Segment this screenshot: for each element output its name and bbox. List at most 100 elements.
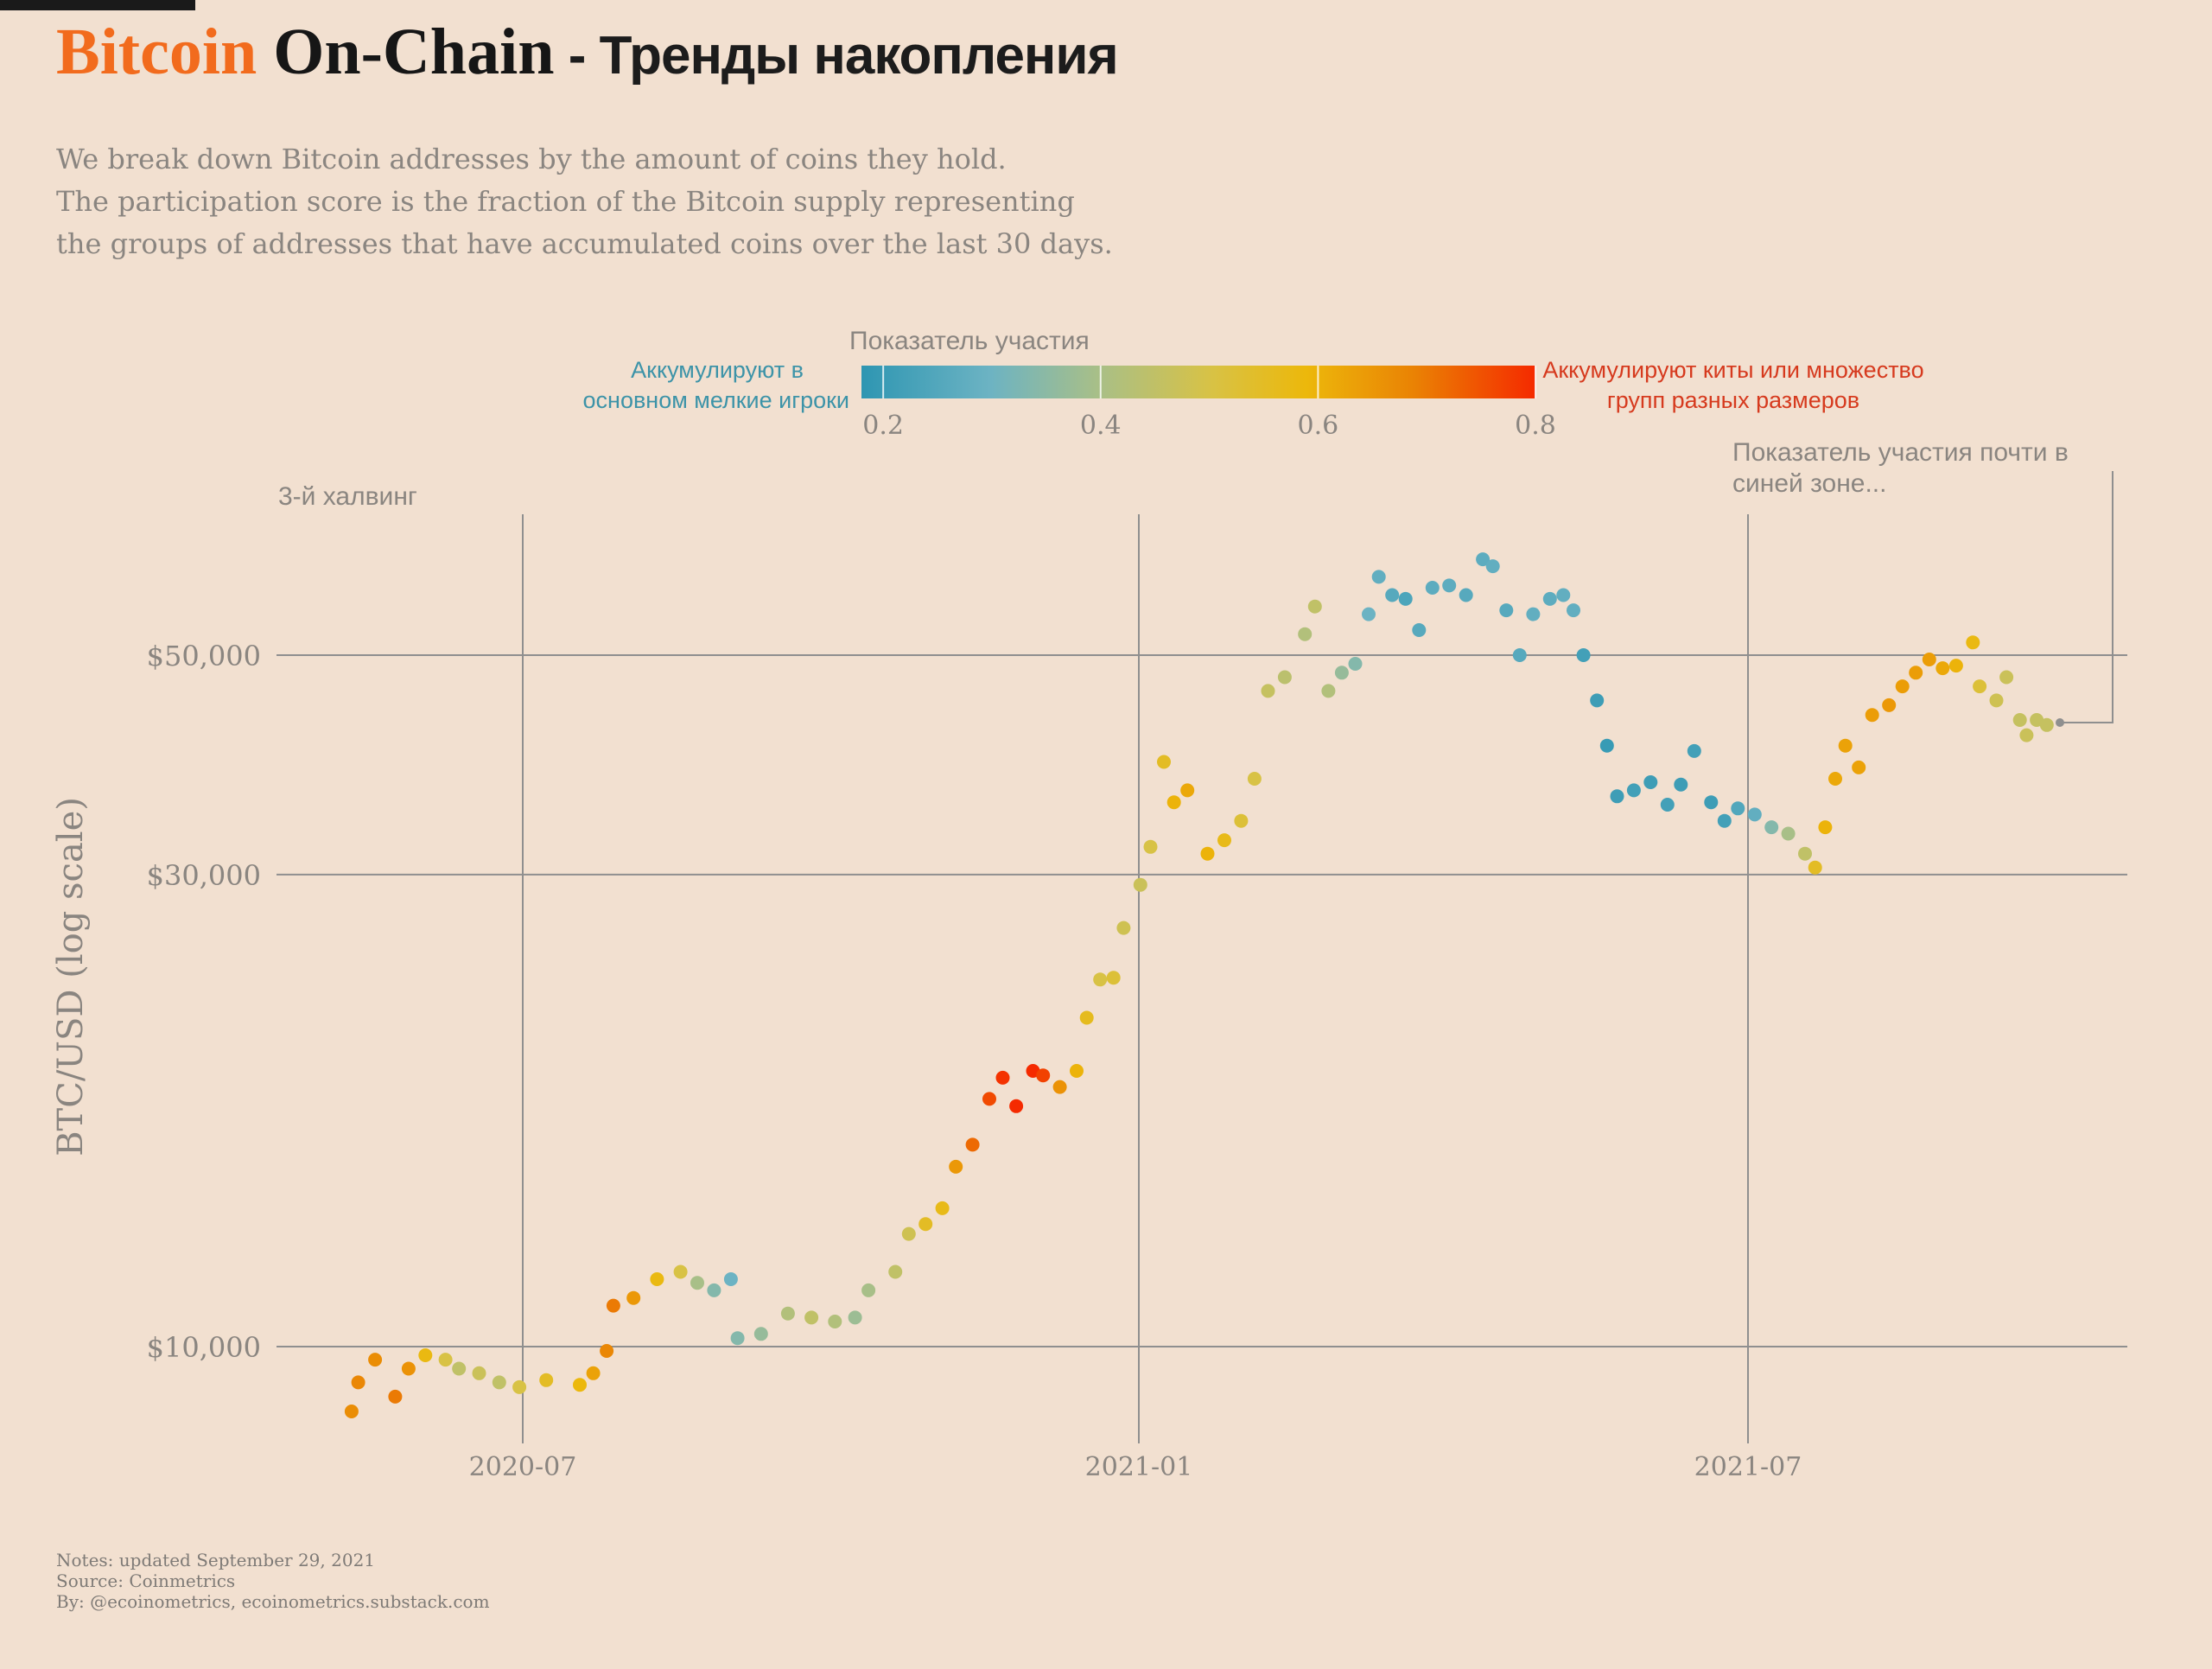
data-point (1852, 760, 1866, 774)
data-point (1277, 670, 1292, 685)
data-point (1818, 820, 1833, 835)
annotation-connector (2060, 471, 2113, 723)
data-point (452, 1361, 467, 1376)
data-point (1999, 670, 2014, 685)
data-point (401, 1361, 416, 1376)
x-tick-label: 2021-01 (1085, 1452, 1193, 1482)
data-point (780, 1306, 795, 1321)
data-point (828, 1315, 842, 1328)
data-point (1442, 578, 1457, 593)
top-accent-bar (0, 0, 195, 10)
data-point (344, 1405, 359, 1418)
data-point (1200, 846, 1215, 861)
data-point (1106, 971, 1121, 985)
data-point (368, 1353, 383, 1367)
title-bitcoin: Bitcoin (56, 16, 257, 88)
data-point (1459, 588, 1473, 602)
data-point (1828, 772, 1842, 786)
data-point (573, 1378, 587, 1392)
data-point (388, 1389, 403, 1404)
data-point (673, 1264, 688, 1279)
data-point (1079, 1010, 1094, 1025)
data-point (1133, 877, 1147, 892)
latest-annotation: Показатель участия почти в (1732, 438, 2069, 467)
data-point (1425, 581, 1440, 595)
data-point (351, 1375, 365, 1390)
data-point (707, 1283, 721, 1297)
data-point (1838, 738, 1853, 753)
data-point (606, 1298, 620, 1313)
data-point (1865, 708, 1879, 723)
data-point (730, 1331, 745, 1346)
data-point (1610, 789, 1624, 804)
description-line: We break down Bitcoin addresses by the a… (56, 143, 1007, 175)
legend-title: Показатель участия (849, 327, 1090, 355)
y-tick-label: $50,000 (147, 640, 261, 672)
data-point (2039, 717, 2054, 732)
data-point (1643, 775, 1658, 789)
data-point (1093, 972, 1108, 987)
data-point (539, 1373, 554, 1387)
data-point (1674, 777, 1688, 792)
footer-byline: By: @ecoinometrics, ecoinometrics.substa… (56, 1591, 490, 1612)
data-point (1307, 599, 1322, 614)
footer-notes: Notes: updated September 29, 2021 (56, 1550, 376, 1570)
data-point (1298, 627, 1313, 641)
data-point (949, 1159, 963, 1174)
data-point (1036, 1068, 1051, 1083)
data-point (1989, 693, 2004, 708)
y-axis-label: BTC/USD (log scale) (51, 797, 91, 1156)
y-tick-labels: $10,000 $30,000 $50,000 (147, 640, 261, 1364)
data-point (982, 1092, 996, 1106)
title-subtitle: - Тренды накопления (568, 26, 1119, 86)
data-point (1973, 679, 1987, 694)
x-tick-label: 2020-07 (469, 1452, 577, 1482)
data-point (1157, 755, 1171, 769)
legend-tick-label: 0.8 (1515, 411, 1556, 441)
legend-right-label: Аккумулируют киты или множество (1542, 357, 1923, 383)
data-point (888, 1264, 903, 1279)
data-point (2012, 713, 2027, 727)
data-point (723, 1272, 738, 1286)
data-point (472, 1366, 486, 1380)
data-point (1660, 798, 1675, 812)
data-point (1526, 607, 1541, 621)
data-point (690, 1276, 704, 1290)
data-point (1895, 679, 1910, 694)
legend-left-label: основном мелкие игроки (583, 387, 849, 413)
latest-annotation: синей зоне... (1732, 469, 1886, 498)
description-line: The participation score is the fraction … (56, 185, 1075, 218)
y-tick-label: $10,000 (147, 1331, 261, 1364)
data-point (918, 1217, 933, 1232)
data-point (1476, 552, 1491, 567)
data-point (1966, 635, 1980, 650)
data-point (1261, 684, 1275, 698)
data-point (1626, 783, 1641, 798)
data-point (1143, 839, 1158, 854)
data-point (1321, 684, 1336, 698)
description: We break down Bitcoin addresses by the a… (56, 138, 1352, 265)
data-point (1180, 783, 1195, 798)
data-point (1512, 648, 1527, 662)
halving-annotation: 3-й халвинг (278, 482, 417, 511)
data-point (1334, 666, 1349, 680)
data-point (492, 1375, 506, 1390)
data-point (1599, 738, 1614, 753)
data-point (1385, 588, 1400, 602)
data-point (901, 1226, 916, 1241)
data-point (2019, 728, 2034, 742)
data-point (1590, 693, 1605, 708)
page-title: Bitcoin On-Chain - Тренды накопления (56, 16, 1119, 88)
data-point (1781, 826, 1796, 841)
data-point (861, 1283, 876, 1297)
description-line: the groups of addresses that have accumu… (56, 227, 1113, 260)
data-point (935, 1201, 950, 1215)
data-point (1485, 559, 1500, 574)
data-points (344, 552, 2054, 1418)
data-point (1717, 813, 1732, 828)
legend-left-label: Аккумулируют в (631, 357, 804, 383)
data-point (753, 1327, 768, 1341)
data-point (1798, 846, 1812, 861)
x-tick-labels: 2020-07 2021-01 2021-07 (469, 1452, 1802, 1482)
